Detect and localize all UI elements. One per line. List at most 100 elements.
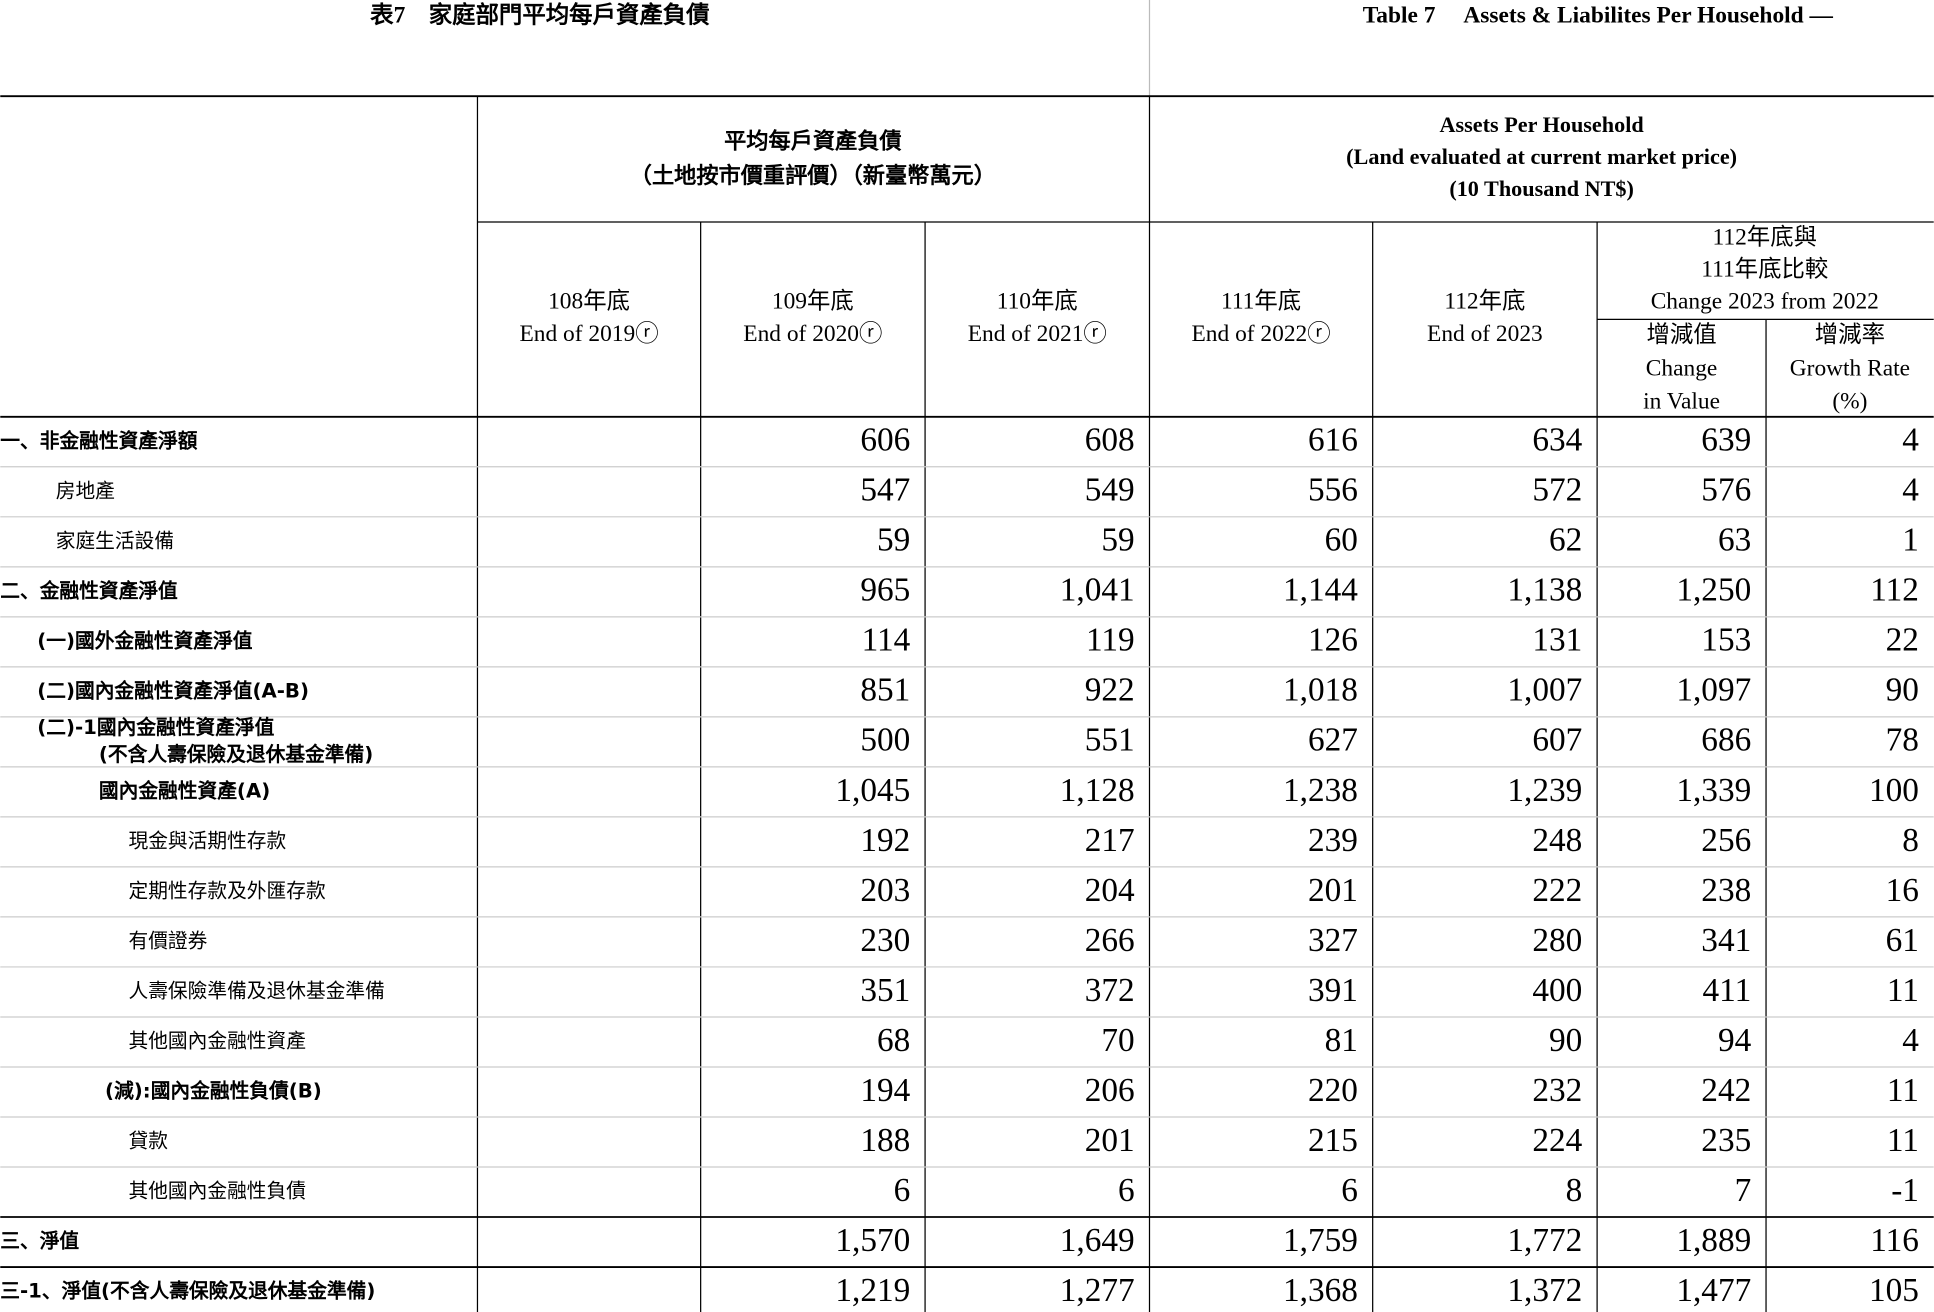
column-header: End of 2020ⓡ [743,320,882,347]
cell-value: 215 [1308,1122,1358,1159]
cell-value: 1,097 [1676,672,1751,709]
row-label: (不含人壽保險及退休基金準備) [99,743,373,766]
cell-value: 1,277 [1060,1272,1135,1309]
cell-value: 266 [1085,922,1135,959]
cell-value: 576 [1701,472,1751,509]
cell-value: 4 [1902,422,1919,459]
cell-value: 280 [1532,922,1582,959]
cell-value: 203 [860,872,910,909]
cell-value: 639 [1701,422,1751,459]
cell-value: 114 [862,622,911,659]
cell-value: 391 [1308,972,1358,1009]
cell-value: 232 [1532,1072,1582,1109]
row-label: 一、非金融性資產淨額 [0,429,197,452]
cell-value: 112 [1870,572,1919,609]
cell-value: 1,649 [1060,1222,1135,1259]
cell-value: 556 [1308,472,1358,509]
group-header-zh: （土地按市價重評價）（新臺幣萬元） [630,162,996,189]
cell-value: 242 [1701,1072,1751,1109]
group-header-zh: 平均每戶資產負債 [724,127,902,154]
cell-value: 90 [1549,1022,1582,1059]
cell-value: 1,889 [1676,1222,1751,1259]
group-header-en: Assets Per Household [1440,112,1645,137]
cell-value: 1,339 [1676,772,1751,809]
column-header: End of 2023 [1427,321,1543,347]
cell-value: 1,250 [1676,572,1751,609]
change-group-header: Change 2023 from 2022 [1651,289,1879,315]
cell-value: 351 [860,972,910,1009]
cell-value: 500 [860,722,910,759]
cell-value: 1,138 [1507,572,1582,609]
cell-value: 965 [860,572,910,609]
cell-value: 235 [1701,1122,1751,1159]
cell-value: 220 [1308,1072,1358,1109]
cell-value: 1,368 [1283,1272,1358,1309]
cell-value: 4 [1902,472,1919,509]
cell-value: 1,144 [1283,572,1358,609]
cell-value: 6 [894,1172,911,1209]
column-header: in Value [1643,389,1720,415]
cell-value: 341 [1701,922,1751,959]
cell-value: 547 [860,472,910,509]
column-header: Growth Rate [1790,355,1910,381]
cell-value: 6 [1341,1172,1358,1209]
cell-value: 551 [1085,722,1135,759]
column-header: End of 2019ⓡ [519,320,658,347]
column-header: 109年底 [772,288,854,315]
cell-value: 1 [1902,522,1919,559]
cell-value: 327 [1308,922,1358,959]
row-label: 現金與活期性存款 [129,829,287,852]
cell-value: 239 [1308,822,1358,859]
title-en: Table 7 Assets & Liabilites Per Househol… [1363,3,1834,29]
cell-value: 201 [1308,872,1358,909]
cell-value: 1,018 [1283,672,1358,709]
cell-value: 194 [860,1072,910,1109]
cell-value: 4 [1902,1022,1919,1059]
row-label: 有價證券 [129,929,208,952]
cell-value: 22 [1886,622,1919,659]
cell-value: 922 [1085,672,1135,709]
column-header: End of 2021ⓡ [968,320,1107,347]
change-group-header: 111年底比較 [1701,256,1828,283]
cell-value: 8 [1902,822,1919,859]
cell-value: 6 [1118,1172,1135,1209]
cell-value: 188 [860,1122,910,1159]
group-header-en: (Land evaluated at current market price) [1346,144,1737,169]
cell-value: 61 [1886,922,1919,959]
column-header: 108年底 [548,288,630,315]
cell-value: 119 [1086,622,1135,659]
column-header: (%) [1832,389,1867,415]
cell-value: 11 [1887,1072,1919,1109]
column-header: Change [1646,355,1718,381]
cell-value: 851 [860,672,910,709]
cell-value: 59 [877,522,910,559]
row-label: 二、金融性資產淨值 [0,579,178,602]
cell-value: 634 [1532,422,1582,459]
cell-value: 126 [1308,622,1358,659]
row-label: 其他國內金融性資產 [129,1029,306,1052]
cell-value: -1 [1891,1172,1919,1209]
cell-value: 608 [1085,422,1135,459]
column-header: 增減值 [1646,321,1716,348]
row-label: (減):國內金融性負債(B) [105,1079,322,1102]
cell-value: 549 [1085,472,1135,509]
cell-value: 1,219 [835,1272,910,1309]
cell-value: 11 [1887,972,1919,1009]
column-header: End of 2022ⓡ [1192,320,1331,347]
cell-value: 616 [1308,422,1358,459]
cell-value: 411 [1703,972,1752,1009]
row-label: (二)-1國內金融性資產淨值 [37,716,274,739]
cell-value: 16 [1886,872,1919,909]
title-zh: 表7 家庭部門平均每戶資產負債 [370,1,710,29]
row-label: 家庭生活設備 [56,529,174,552]
cell-value: 60 [1325,522,1358,559]
cell-value: 217 [1085,822,1135,859]
row-label: (一)國外金融性資產淨值 [37,629,252,652]
cell-value: 90 [1886,672,1919,709]
row-label: 三-1、淨值(不含人壽保險及退休基金準備) [0,1280,375,1303]
cell-value: 1,759 [1283,1222,1358,1259]
cell-value: 606 [860,422,910,459]
cell-value: 62 [1549,522,1582,559]
row-label: 貸款 [129,1129,169,1152]
